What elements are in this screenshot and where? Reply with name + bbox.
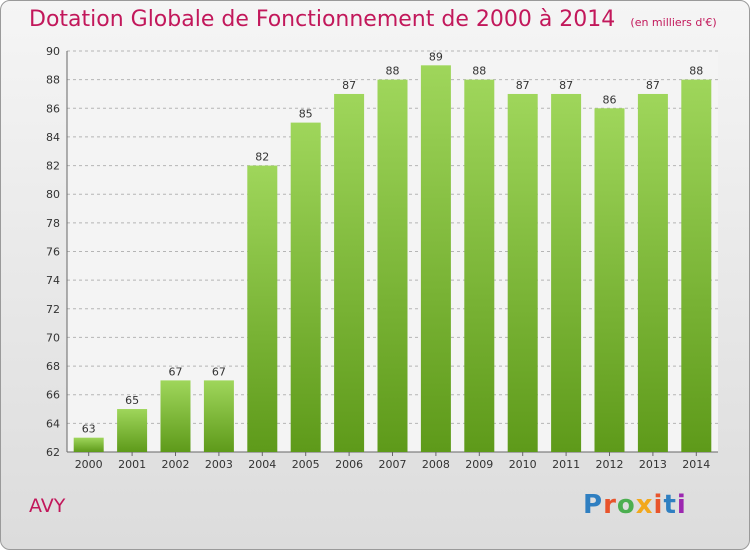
data-labels: 63 65 67 67 82 85 87 88 89 88 87 87 86 87 88	[82, 50, 704, 435]
title-row: Dotation Globale de Fonctionnement de 20…	[29, 7, 717, 32]
x-tick-label: 2006	[335, 458, 363, 471]
bar	[637, 93, 668, 452]
commune-name: AVY	[29, 495, 66, 517]
x-tick-label: 2013	[639, 458, 667, 471]
x-tick-label: 2014	[682, 458, 710, 471]
logo-letter: o	[616, 490, 636, 520]
y-tick-label: 66	[46, 389, 60, 402]
y-tick-labels: 62 64 66 68 70 72 74 76 78 80 82 84 86 88 90	[46, 45, 60, 459]
data-label: 87	[342, 79, 356, 92]
x-tick-label: 2000	[75, 458, 103, 471]
data-label: 88	[386, 65, 400, 78]
bar-chart: 63 65 67 67 82 85 87 88 89 88 87 87 86 87 88 62 64 66 68 7…	[46, 45, 718, 471]
bar	[507, 93, 538, 452]
x-tick-label: 2003	[205, 458, 233, 471]
y-tick-label: 72	[46, 303, 60, 316]
logo-letter: t	[663, 490, 677, 520]
data-label: 67	[169, 365, 183, 378]
logo-letter: i	[653, 490, 664, 520]
bar	[247, 165, 278, 453]
y-tick-label: 82	[46, 160, 60, 173]
bar	[464, 79, 495, 453]
y-tick-label: 64	[46, 417, 60, 430]
x-tick-label: 2008	[422, 458, 450, 471]
y-tick-label: 88	[46, 74, 60, 87]
proxiti-logo: Proxiti	[583, 490, 687, 520]
chart-title: Dotation Globale de Fonctionnement de 20…	[29, 7, 616, 32]
data-label: 67	[212, 365, 226, 378]
bar	[290, 122, 321, 452]
data-label: 85	[299, 108, 313, 121]
bar	[117, 409, 148, 452]
y-tick-label: 70	[46, 331, 60, 344]
bars	[73, 65, 712, 453]
x-tick-label: 2010	[509, 458, 537, 471]
y-tick-label: 86	[46, 102, 60, 115]
bar	[681, 79, 712, 453]
x-tick-label: 2012	[596, 458, 624, 471]
data-label: 87	[646, 79, 660, 92]
y-tick-label: 80	[46, 188, 60, 201]
bar	[160, 380, 191, 452]
logo-letter: i	[676, 490, 687, 520]
data-label: 86	[603, 93, 617, 106]
y-tick-label: 90	[46, 45, 60, 58]
logo-letter: x	[635, 490, 654, 520]
x-tick-label: 2007	[379, 458, 407, 471]
bar	[551, 93, 582, 452]
data-label: 87	[516, 79, 530, 92]
bar	[377, 79, 408, 453]
data-label: 88	[689, 65, 703, 78]
x-tick-label: 2009	[465, 458, 493, 471]
logo-letter: r	[603, 490, 617, 520]
bar	[420, 65, 451, 453]
x-tick-label: 2011	[552, 458, 580, 471]
x-tick-labels: 2000 2001 2002 2003 2004 2005 2006 2007 2008 2009…	[75, 458, 711, 471]
y-tick-label: 76	[46, 246, 60, 259]
data-label: 87	[559, 79, 573, 92]
x-tick-label: 2001	[118, 458, 146, 471]
x-tick-label: 2002	[162, 458, 190, 471]
y-tick-label: 68	[46, 360, 60, 373]
y-tick-label: 84	[46, 131, 60, 144]
y-tick-label: 62	[46, 446, 60, 459]
data-label: 65	[125, 394, 139, 407]
data-label: 88	[472, 65, 486, 78]
data-label: 89	[429, 50, 443, 63]
x-tick-label: 2004	[248, 458, 276, 471]
data-label: 63	[82, 423, 96, 436]
bar	[203, 380, 234, 452]
y-tick-label: 78	[46, 217, 60, 230]
y-tick-label: 74	[46, 274, 60, 287]
bar	[594, 108, 625, 453]
x-tick-label: 2005	[292, 458, 320, 471]
chart-subtitle: (en milliers d'€)	[630, 16, 717, 29]
data-label: 82	[255, 151, 269, 164]
logo-letter: P	[583, 490, 604, 520]
bar	[73, 437, 104, 452]
bar	[334, 93, 365, 452]
